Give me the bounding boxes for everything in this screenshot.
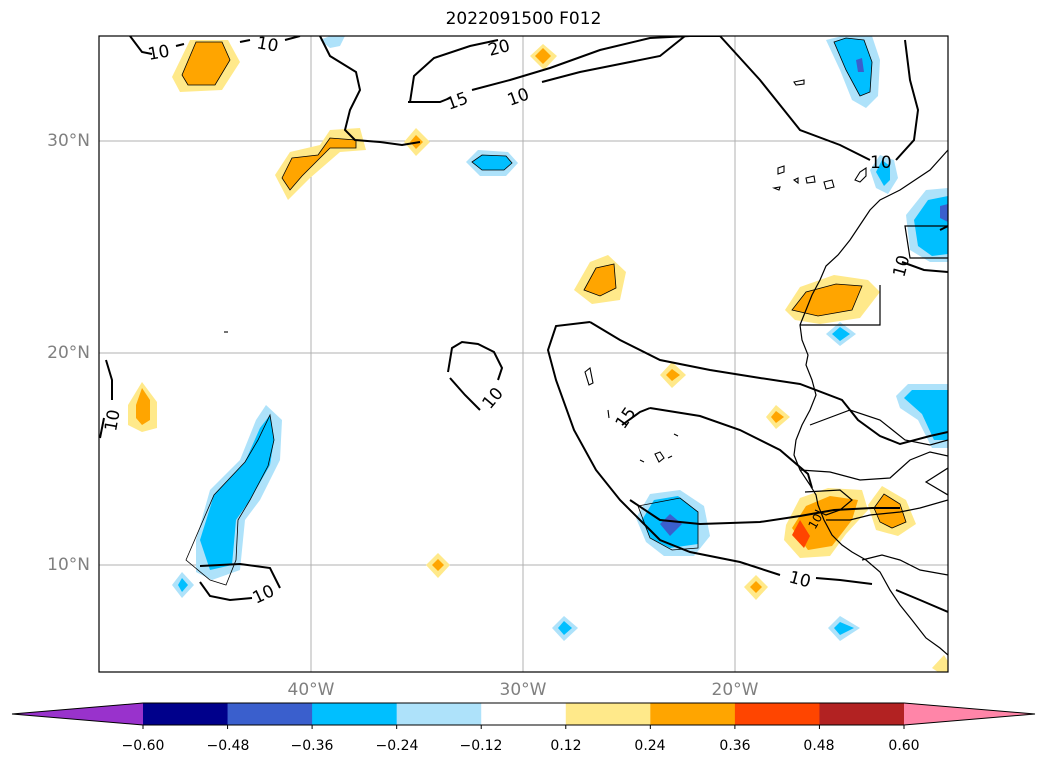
colorbar-tick-label: −0.12 bbox=[459, 738, 503, 754]
colorbar-tick-label: 0.36 bbox=[719, 738, 751, 754]
lon-label-30w: 30°W bbox=[499, 680, 547, 700]
colorbar-box bbox=[312, 703, 398, 725]
colorbar-tick-label: −0.24 bbox=[375, 738, 419, 754]
colorbar-tick-label: −0.60 bbox=[121, 738, 165, 754]
lat-label-20n: 20°N bbox=[47, 343, 90, 363]
contour-label: 10 bbox=[255, 33, 280, 56]
colorbar-box bbox=[481, 703, 567, 725]
colorbar-box bbox=[650, 703, 736, 725]
lat-label-30n: 30°N bbox=[47, 131, 90, 151]
colorbar-extend-max bbox=[904, 703, 1035, 725]
significance-outlines bbox=[181, 37, 907, 586]
contour-lines bbox=[99, 36, 948, 613]
contour-label: 10 bbox=[805, 511, 825, 531]
colorbar-box bbox=[396, 703, 482, 725]
lat-label-10n: 10°N bbox=[47, 555, 90, 575]
map-title: 2022091500 F012 bbox=[445, 9, 602, 29]
lon-label-20w: 20°W bbox=[711, 680, 759, 700]
coastlines bbox=[793, 149, 948, 656]
contour-label: 10 bbox=[101, 408, 124, 433]
map-frame bbox=[98, 35, 949, 673]
colorbar-boxes bbox=[143, 703, 905, 725]
colorbar-box bbox=[565, 703, 651, 725]
colorbar-tick-label: 0.12 bbox=[550, 738, 582, 754]
colorbar-box bbox=[227, 703, 313, 725]
colorbar-tick-label: 0.60 bbox=[888, 738, 920, 754]
lon-label-40w: 40°W bbox=[287, 680, 335, 700]
colorbar-extend-min bbox=[12, 703, 143, 725]
colorbar-tick-label: 0.48 bbox=[803, 738, 835, 754]
colorbar-tick-label: −0.48 bbox=[206, 738, 250, 754]
contour-label: 10 bbox=[870, 153, 892, 173]
colorbar-tickmarks bbox=[142, 725, 905, 729]
positive-anomaly-fills bbox=[128, 40, 948, 672]
colorbar-box bbox=[819, 703, 905, 725]
contour-label: 10 bbox=[146, 41, 171, 64]
colorbar-box bbox=[143, 703, 229, 725]
colorbar-box bbox=[734, 703, 820, 725]
island-outlines bbox=[224, 79, 867, 463]
colorbar-tick-label: −0.36 bbox=[290, 738, 334, 754]
colorbar bbox=[11, 702, 1036, 729]
colorbar-tick-label: 0.24 bbox=[634, 738, 666, 754]
